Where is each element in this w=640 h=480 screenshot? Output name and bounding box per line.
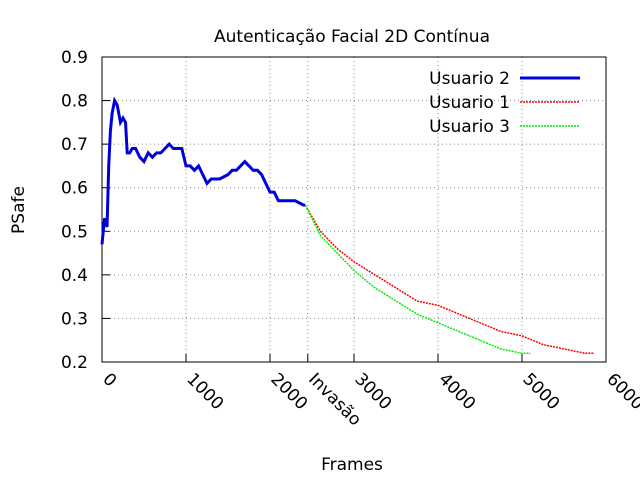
y-axis-label: PSafe bbox=[9, 186, 29, 234]
x-tick-label: 6000 bbox=[602, 369, 640, 414]
y-tick-label: 0.4 bbox=[61, 266, 88, 286]
x-tick-label: 2000 bbox=[266, 369, 311, 414]
y-tick-label: 0.8 bbox=[61, 92, 88, 112]
y-tick-label: 0.7 bbox=[61, 135, 88, 155]
y-tick-label: 0.3 bbox=[61, 309, 88, 329]
line bbox=[100, 96, 306, 245]
legend-label: Usuario 2 bbox=[429, 69, 510, 89]
x-axis-label: Frames bbox=[321, 455, 383, 475]
legend-label: Usuario 3 bbox=[429, 117, 510, 137]
chart-title: Autenticação Facial 2D Contínua bbox=[214, 27, 490, 47]
x-tick-label: 1000 bbox=[182, 369, 227, 414]
plot-frame bbox=[101, 56, 607, 363]
x-tick-label: 5000 bbox=[518, 369, 563, 414]
x-tick-label: 0 bbox=[98, 369, 120, 391]
y-tick-label: 0.5 bbox=[61, 222, 88, 242]
line bbox=[304, 204, 594, 355]
y-tick-label: 0.6 bbox=[61, 179, 88, 199]
legend-label: Usuario 1 bbox=[429, 93, 510, 113]
y-tick-label: 0.9 bbox=[61, 48, 88, 68]
y-tick-label: 0.2 bbox=[61, 353, 88, 373]
x-tick-label: 4000 bbox=[434, 369, 479, 414]
line bbox=[304, 204, 531, 355]
